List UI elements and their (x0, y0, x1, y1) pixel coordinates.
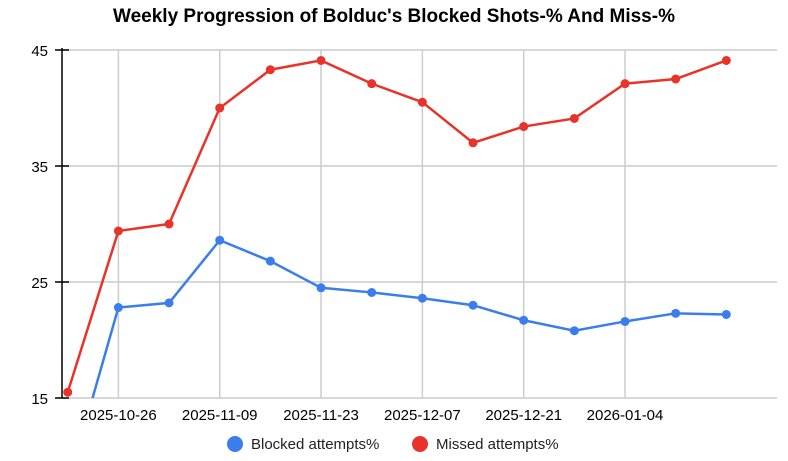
x-tick-label: 2025-11-09 (182, 407, 258, 424)
data-point (671, 74, 681, 84)
data-point (417, 293, 427, 303)
data-point (215, 235, 225, 245)
y-tick-label: 25 (31, 275, 48, 292)
data-point (468, 300, 478, 310)
x-tick-label: 2025-12-07 (384, 407, 461, 424)
series-line-1 (66, 59, 727, 393)
chart-title: Weekly Progression of Bolduc's Blocked S… (113, 6, 675, 27)
data-point (519, 122, 529, 132)
legend-marker (412, 436, 428, 452)
data-point (63, 387, 73, 397)
data-point (721, 55, 731, 65)
data-point (265, 65, 275, 75)
data-point (620, 316, 630, 326)
legend-marker (227, 436, 243, 452)
data-point (417, 97, 427, 107)
data-point (721, 309, 731, 319)
x-tick-label: 2025-10-26 (80, 407, 157, 424)
data-point (113, 303, 123, 313)
y-tick-label: 35 (31, 159, 48, 176)
data-point (569, 326, 579, 336)
data-point (519, 315, 529, 325)
x-tick-label: 2025-11-23 (283, 407, 359, 424)
y-tick-label: 15 (31, 391, 48, 408)
data-point (164, 298, 174, 308)
y-tick-label: 45 (31, 43, 48, 60)
x-tick-label: 2025-12-21 (485, 407, 562, 424)
data-point (620, 79, 630, 89)
data-point (265, 256, 275, 266)
data-point (316, 55, 326, 65)
data-point (367, 79, 377, 89)
data-point (367, 287, 377, 297)
data-point (113, 226, 123, 236)
data-point (569, 113, 579, 123)
legend-label: Blocked attempts% (251, 436, 379, 453)
data-point (671, 308, 681, 318)
data-point (215, 103, 225, 113)
data-point (316, 283, 326, 293)
x-tick-label: 2026-01-04 (587, 407, 664, 424)
series-line-0 (91, 238, 727, 399)
data-point (164, 219, 174, 229)
data-point (468, 138, 478, 148)
legend-label: Missed attempts% (436, 436, 559, 453)
